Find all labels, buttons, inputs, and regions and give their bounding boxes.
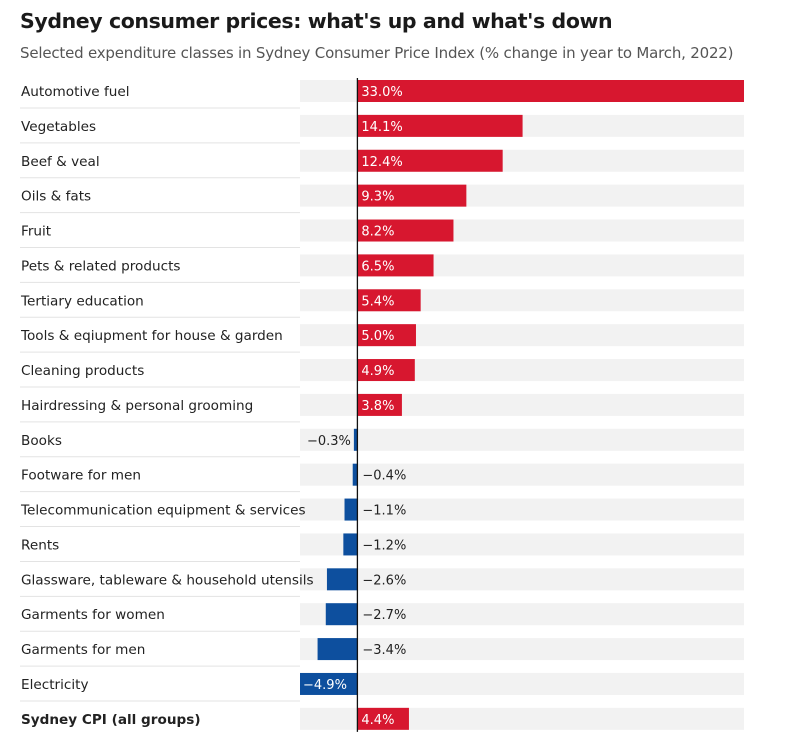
chart-subtitle: Selected expenditure classes in Sydney C… [20,44,734,62]
value-label: 4.4% [361,713,394,728]
positive-bar [357,359,415,382]
bar-track [300,707,744,730]
positive-bar [357,80,744,102]
value-label: 9.3% [361,190,394,205]
category-label: Garments for men [21,642,145,658]
negative-bar [344,498,358,521]
category-label: Tools & eqiupment for house & garden [20,328,283,344]
negative-bar [352,463,358,486]
category-label: Garments for women [21,607,165,623]
value-label: 4.9% [361,364,394,379]
category-label: Oils & fats [21,189,91,205]
category-label: Beef & veal [21,154,100,170]
bar-track [300,603,744,626]
negative-bar [300,672,358,695]
bar-track [300,568,744,591]
positive-bar [357,254,434,277]
category-label: Hairdressing & personal grooming [21,398,253,414]
value-label: −2.6% [362,573,406,588]
positive-bar [357,219,454,242]
value-label: −0.3% [307,434,351,449]
positive-bar [357,149,503,172]
category-label: Electricity [21,677,89,693]
category-label: Books [21,433,62,449]
category-label: Telecommunication equipment & services [20,503,306,519]
value-label: −2.7% [362,608,406,623]
category-label: Rents [21,537,59,553]
bar-track [300,428,744,451]
value-label: 33.0% [361,85,402,100]
negative-bar [326,568,358,591]
category-label: Fruit [21,224,51,240]
value-label: 5.4% [361,294,394,309]
positive-bar [357,184,467,207]
category-label: Pets & related products [21,258,181,274]
positive-bar [357,324,416,347]
bar-track [300,638,744,661]
value-label: 6.5% [361,259,394,274]
positive-bar [357,289,421,312]
value-label: −3.4% [362,643,406,658]
negative-bar [343,533,358,556]
category-label: Glassware, tableware & household utensil… [21,572,314,588]
bar-track [300,533,744,556]
value-label: 3.8% [361,399,394,414]
category-label: Tertiary education [20,293,144,309]
category-label: Sydney CPI (all groups) [21,712,201,728]
value-label: −1.2% [362,538,406,553]
bar-track [300,463,744,486]
positive-bar [357,393,402,416]
positive-bar [357,707,409,730]
value-label: 8.2% [361,225,394,240]
value-label: −0.4% [362,469,406,484]
value-label: 14.1% [361,120,402,135]
category-label: Footware for men [21,468,141,484]
positive-bar [357,114,523,137]
value-label: 5.0% [361,329,394,344]
value-label: −1.1% [362,504,406,519]
value-label: 12.4% [361,155,402,170]
negative-bar [325,603,358,626]
negative-bar [317,638,358,661]
chart-title: Sydney consumer prices: what's up and wh… [20,9,613,33]
category-label: Automotive fuel [21,84,130,100]
bar-track [300,393,744,416]
category-label: Vegetables [21,119,96,135]
negative-bar [353,428,358,451]
bar-track [300,672,744,695]
bar-track [300,498,744,521]
category-label: Cleaning products [21,363,144,379]
value-label: −4.9% [303,678,347,693]
